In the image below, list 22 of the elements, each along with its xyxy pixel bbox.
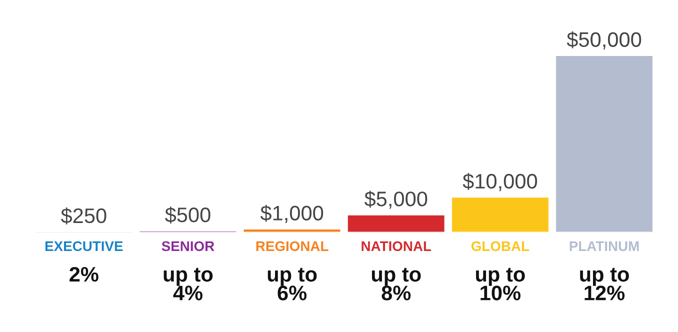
- data-label: $1,000: [260, 204, 324, 223]
- text: up to 4%: [164, 268, 213, 300]
- x-tick-label: PLATINUM: [570, 241, 639, 252]
- x-tick-label: REGIONAL: [256, 241, 328, 252]
- text: 2%: [70, 266, 98, 282]
- bar: [242, 228, 342, 232]
- data-label: $50,000: [566, 31, 642, 50]
- data-label: $250: [60, 208, 106, 224]
- x-tick-label: SENIOR: [162, 241, 214, 252]
- x-tick-label: EXECUTIVE: [45, 241, 123, 252]
- bar: [554, 54, 654, 232]
- data-label: $5,000: [364, 190, 428, 209]
- data-label: $500: [165, 206, 210, 224]
- text: up to 10%: [476, 268, 525, 300]
- bar: [450, 196, 550, 232]
- text: up to 6%: [268, 268, 317, 300]
- text: up to 8%: [372, 268, 421, 300]
- bar: [346, 214, 446, 232]
- data-label: $10,000: [462, 172, 538, 192]
- text: up to 12%: [580, 268, 629, 300]
- x-tick-label: GLOBAL: [471, 241, 530, 252]
- x-tick-label: NATIONAL: [362, 241, 432, 252]
